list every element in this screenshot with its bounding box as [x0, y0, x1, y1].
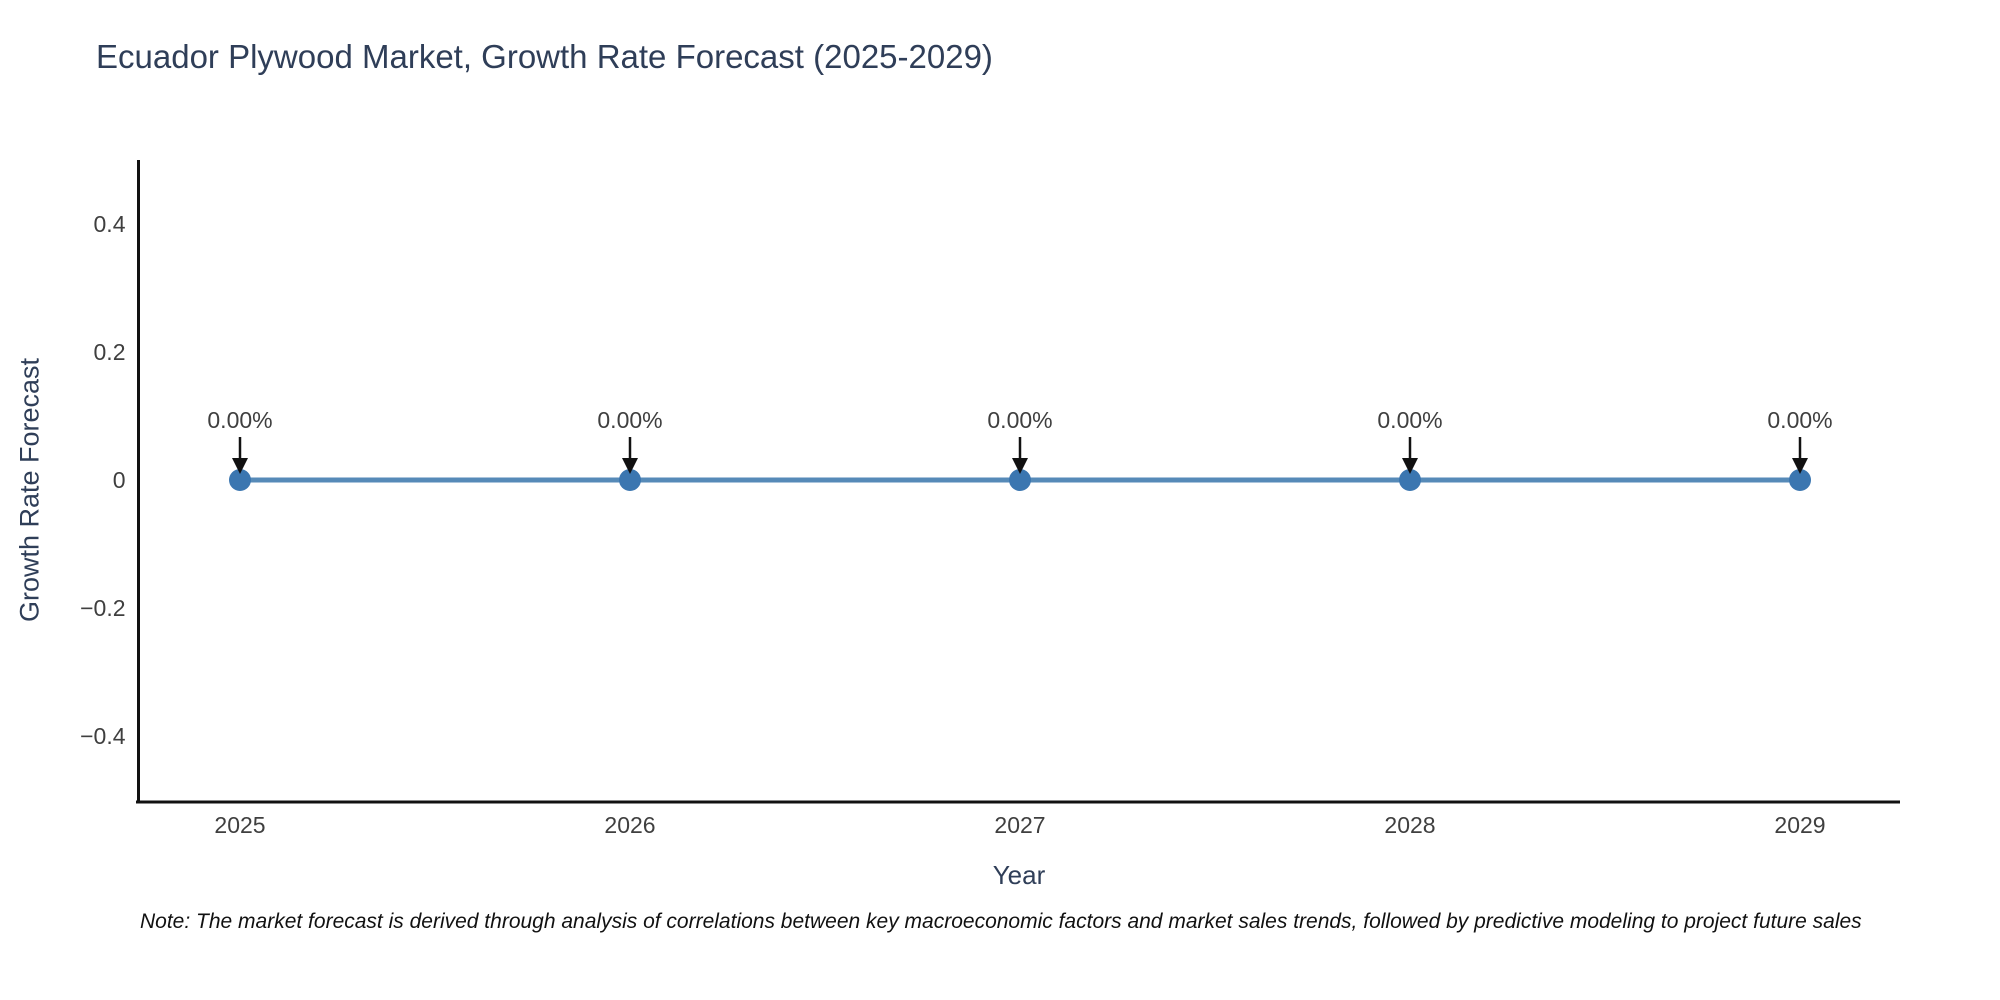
data-point-2028: [1399, 469, 1421, 491]
y-tick-label: 0.2: [94, 339, 126, 365]
annotation-arrow-head: [1012, 458, 1028, 474]
point-label-2028: 0.00%: [1377, 407, 1442, 433]
x-axis-title: Year: [992, 860, 1046, 890]
x-tick-label: 2026: [604, 812, 655, 838]
point-label-2025: 0.00%: [207, 407, 272, 433]
footnote: Note: The market forecast is derived thr…: [140, 910, 1862, 933]
data-point-2029: [1789, 469, 1811, 491]
y-tick-label: −0.4: [80, 723, 126, 749]
chart-title: Ecuador Plywood Market, Growth Rate Fore…: [96, 38, 993, 75]
x-tick-label: 2025: [214, 812, 265, 838]
y-tick-label: −0.2: [80, 595, 125, 621]
data-point-2025: [229, 469, 251, 491]
data-point-2027: [1009, 469, 1031, 491]
annotation-arrow-head: [1402, 458, 1418, 474]
x-tick-label: 2028: [1384, 812, 1435, 838]
point-label-2029: 0.00%: [1767, 407, 1832, 433]
y-tick-label: 0.4: [94, 211, 126, 237]
point-label-2027: 0.00%: [987, 407, 1052, 433]
annotation-arrow-head: [622, 458, 638, 474]
data-point-2026: [619, 469, 641, 491]
x-tick-label: 2029: [1774, 812, 1825, 838]
annotation-arrow-head: [232, 458, 248, 474]
y-tick-label: 0: [113, 467, 126, 493]
annotation-arrow-head: [1792, 458, 1808, 474]
x-tick-label: 2027: [994, 812, 1045, 838]
point-label-2026: 0.00%: [597, 407, 662, 433]
